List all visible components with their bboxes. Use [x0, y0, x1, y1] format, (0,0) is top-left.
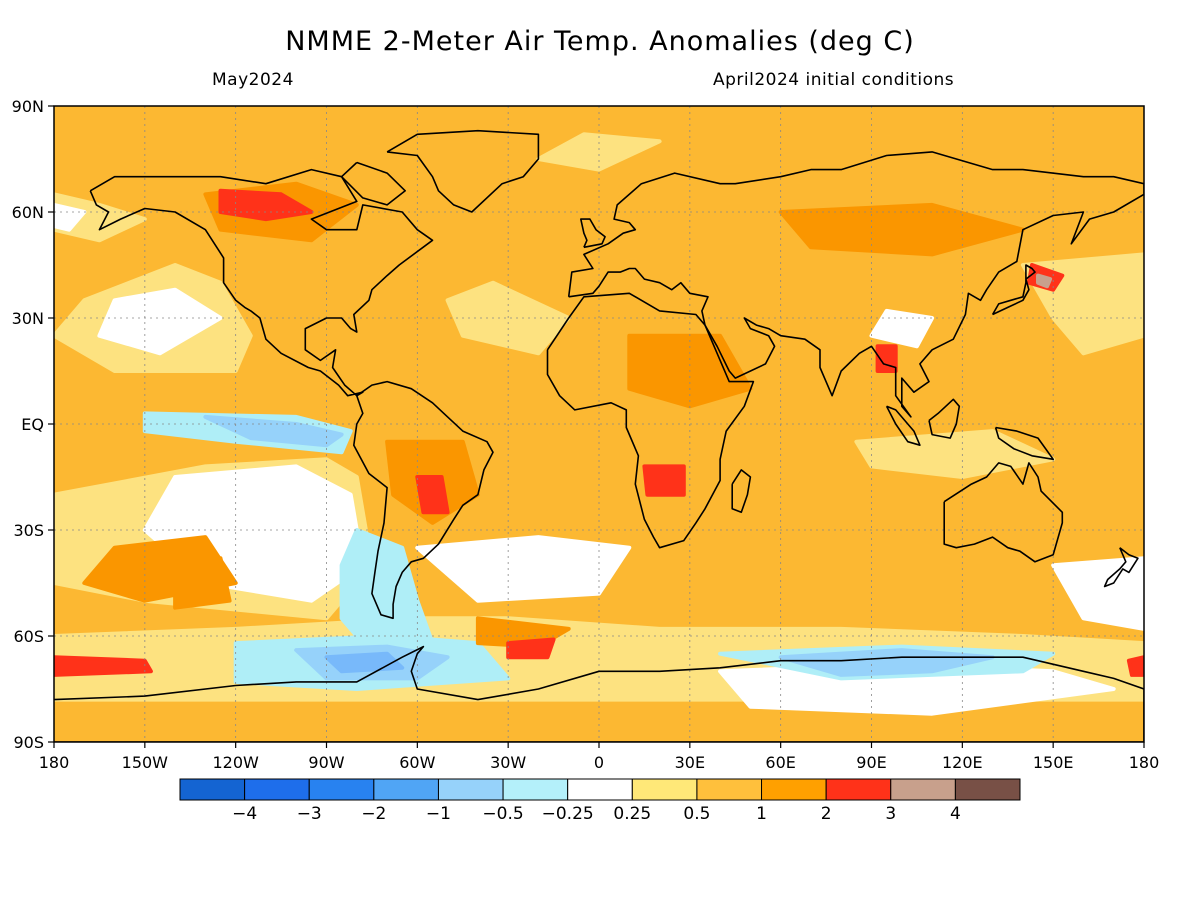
anomaly-region-2: [778, 202, 1025, 257]
coastline-africa: [546, 292, 755, 549]
anomaly-region-4: [1036, 273, 1053, 289]
coastline-uk: [579, 218, 606, 249]
x-tick-label: 60W: [399, 753, 435, 772]
colorbar-label: 2: [821, 804, 832, 824]
colorbar-swatch: [954, 778, 1021, 801]
x-tick-label: 0: [594, 753, 604, 772]
colorbar-swatch: [761, 778, 827, 801]
colorbar-label: 0.5: [683, 804, 710, 824]
coastline-antarctica: [54, 645, 1144, 742]
x-tick-label: 150W: [122, 753, 169, 772]
x-tick-label: 180: [1129, 753, 1160, 772]
colorbar-label: 0.25: [613, 804, 651, 824]
colorbar-swatch: [567, 778, 633, 801]
y-tick-label: 60S: [13, 627, 44, 646]
anomaly-region-3: [415, 475, 450, 515]
y-tick-label: 90S: [13, 733, 44, 752]
colorbar-label: −1: [426, 804, 451, 824]
anomaly-region-3: [1126, 655, 1144, 677]
anomaly-region-0.5: [54, 192, 147, 243]
anomaly-region--0.5: [203, 414, 344, 448]
anomaly-region-0.25: [869, 308, 935, 349]
coastline-australia: [943, 462, 1064, 563]
axis-ticks: 180 150W 120W 90W 60W 30W 0 30E 60E 90E 120E 150E 18…: [12, 97, 1160, 772]
anomaly-region-3: [506, 637, 556, 660]
x-tick-label: 90E: [856, 753, 886, 772]
colorbar-label: −0.25: [542, 804, 594, 824]
coastline-baffin: [340, 161, 407, 206]
colorbar-swatch: [179, 778, 246, 801]
anomaly-layer: [54, 132, 1144, 716]
x-tick-label: 30W: [490, 753, 526, 772]
initial-conditions: April2024 initial conditions: [713, 70, 955, 90]
coastline-sumatra: [885, 405, 921, 447]
coastline-new-zealand: [1103, 547, 1139, 588]
x-tick-label: 180: [39, 753, 70, 772]
y-tick-label: 90N: [12, 97, 44, 116]
x-tick-label: 150E: [1033, 753, 1074, 772]
colorbar-label: −2: [361, 804, 386, 824]
colorbar-swatch: [502, 778, 569, 801]
x-tick-label: 120W: [212, 753, 259, 772]
coastline-madagascar: [731, 469, 752, 514]
x-tick-label: 90W: [308, 753, 344, 772]
colorbar-swatch: [437, 778, 504, 801]
x-tick-label: 60E: [765, 753, 795, 772]
colorbar-swatch: [244, 778, 310, 801]
coastline-japan: [991, 264, 1036, 316]
x-tick-label: 30E: [675, 753, 705, 772]
forecast-month: May2024: [212, 70, 294, 90]
colorbar-swatch: [890, 778, 956, 801]
anomaly-region-3: [54, 655, 153, 677]
y-tick-label: 30N: [12, 309, 44, 328]
colorbar-label: −3: [297, 804, 322, 824]
anomaly-region-2: [173, 556, 232, 610]
colorbar-swatch: [696, 778, 763, 801]
y-tick-label: 60N: [12, 203, 44, 222]
y-tick-label: 30S: [13, 521, 44, 540]
anomaly-region-0.25: [97, 287, 223, 356]
x-tick-label: 120E: [942, 753, 983, 772]
grid-layer: [54, 106, 1144, 742]
anomaly-region-0.25: [415, 535, 632, 603]
coastline-layer: [54, 129, 1144, 742]
colorbar-label: 4: [950, 804, 961, 824]
colorbar-swatch: [631, 778, 698, 801]
coastline-south-america: [352, 380, 494, 620]
colorbar-label: −0.5: [482, 804, 523, 824]
colorbar-swatch: [308, 778, 375, 801]
map-title: NMME 2-Meter Air Temp. Anomalies (deg C): [285, 26, 915, 57]
coastline-borneo: [928, 398, 961, 439]
anomaly-region-0.25: [1051, 556, 1144, 631]
anomaly-region-0.25: [54, 202, 87, 232]
y-tick-label: EQ: [21, 415, 44, 434]
anomaly-region-0.5: [536, 132, 662, 172]
colorbar-swatch: [373, 778, 439, 801]
colorbar-label: 1: [756, 804, 767, 824]
colorbar-swatch: [825, 778, 892, 801]
coastline-new-guinea: [994, 426, 1054, 461]
colorbar-label: −4: [232, 804, 257, 824]
anomaly-region-3: [642, 464, 686, 497]
colorbar: −4 −3 −2 −1 −0.5 −0.25 0.25 0.5 1 2 3 4: [179, 778, 1021, 824]
colorbar-label: 3: [885, 804, 896, 824]
coastline-greenland: [386, 129, 540, 213]
coastline-north-america: [89, 168, 434, 397]
coastline-eurasia: [567, 151, 1144, 418]
